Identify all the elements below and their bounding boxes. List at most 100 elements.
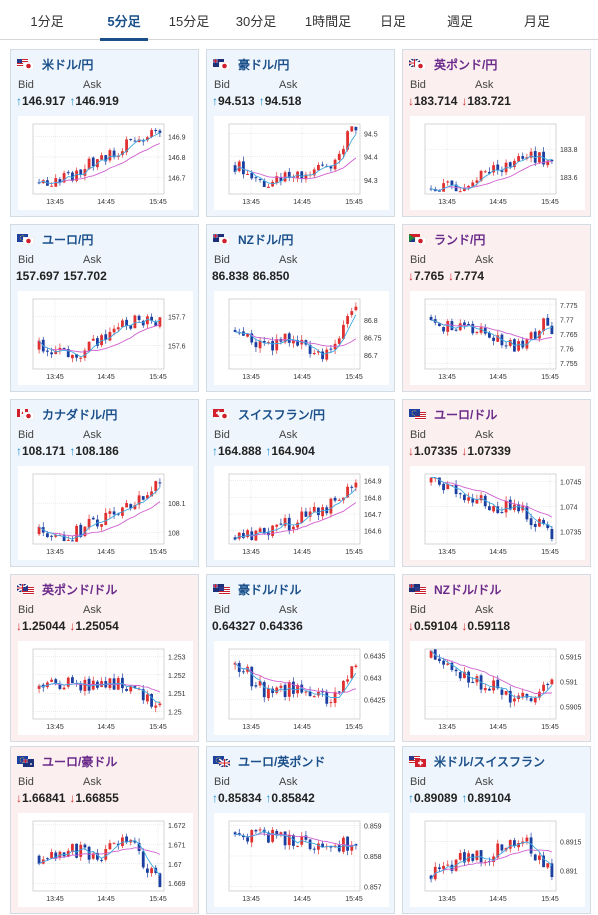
tab-2[interactable]: 5分足 bbox=[94, 0, 154, 41]
rate-card[interactable]: 豪ドル/ドル Bid Ask 0.64327 0.64336 0.6435 0.643 0.6… bbox=[206, 574, 395, 742]
mini-chart[interactable]: 0.859 0.858 0.857 13:45 14:45 15:45 bbox=[214, 813, 389, 907]
candle-body bbox=[146, 495, 149, 499]
candle-body bbox=[317, 351, 320, 353]
rate-card[interactable]: ランド/円 Bid Ask ↓7.765 ↓7.774 7.775 7.77 7.765 7.7… bbox=[402, 224, 591, 392]
candle-body bbox=[242, 671, 245, 673]
candle-body bbox=[158, 703, 162, 706]
pair-name-link[interactable]: 英ポンド/ドル bbox=[42, 582, 118, 597]
candle-body bbox=[112, 511, 116, 515]
rate-card[interactable]: スイスフラン/円 Bid Ask ↑164.888 ↑164.904 164.9 164.8… bbox=[206, 399, 395, 567]
rate-card[interactable]: NZドル/円 Bid Ask 86.838 86.850 86.8 86.75 86.7 13:… bbox=[206, 224, 395, 392]
pair-name-link[interactable]: 豪ドル/円 bbox=[238, 57, 290, 72]
candle-body bbox=[267, 688, 270, 699]
candle-body bbox=[37, 526, 41, 535]
pair-name-link[interactable]: ユーロ/円 bbox=[42, 232, 94, 247]
bid-label: Bid bbox=[18, 776, 34, 788]
candle-body bbox=[450, 484, 454, 486]
tab-1[interactable]: 1分足 bbox=[30, 14, 64, 29]
ask-value: 1.07339 bbox=[467, 444, 511, 458]
x-tick-label: 14:45 bbox=[489, 549, 507, 556]
candle-body bbox=[546, 317, 550, 326]
pair-name-link[interactable]: ユーロ/ドル bbox=[434, 407, 498, 422]
mini-chart[interactable]: 164.9 164.8 164.7 164.6 13:45 14:45 15:45 bbox=[214, 466, 389, 560]
quote-values: ↓1.07335 ↓1.07339 bbox=[408, 444, 511, 458]
candle-body bbox=[500, 170, 504, 172]
mini-chart[interactable]: 1.672 1.671 1.67 1.669 13:45 14:45 15:45 bbox=[18, 813, 193, 907]
pair-name-link[interactable]: カナダドル/円 bbox=[42, 407, 118, 422]
rate-card[interactable]: 米ドル/円 Bid Ask ↑146.917 ↑146.919 146.9 146.8 146… bbox=[10, 49, 199, 217]
pair-name-link[interactable]: スイスフラン/円 bbox=[238, 407, 325, 422]
candle-body bbox=[279, 685, 283, 688]
rate-card[interactable]: 豪ドル/円 Bid Ask ↑94.513 ↑94.518 94.5 94.4 94.3 13:… bbox=[206, 49, 395, 217]
ask-value: 146.919 bbox=[75, 94, 119, 108]
pair-name-link[interactable]: ランド/円 bbox=[434, 232, 486, 247]
candle-body bbox=[254, 342, 258, 348]
y-tick-label: 1.074 bbox=[560, 505, 578, 512]
pair-name-link[interactable]: ユーロ/豪ドル bbox=[42, 754, 118, 769]
mini-chart[interactable]: 0.8915 0.891 13:45 14:45 15:45 bbox=[410, 813, 585, 907]
candle-body bbox=[329, 348, 333, 350]
ask-value: 0.85842 bbox=[271, 791, 315, 805]
pair-name-link[interactable]: NZドル/円 bbox=[238, 232, 294, 247]
tab-5[interactable]: 1時間足 bbox=[304, 14, 352, 29]
candle-body bbox=[529, 518, 533, 526]
candle-body bbox=[154, 321, 158, 327]
candle-body bbox=[146, 316, 149, 325]
candle-body bbox=[242, 161, 245, 175]
mini-chart[interactable]: 1.253 1.252 1.251 1.25 13:45 14:45 15:45 bbox=[18, 641, 193, 735]
candle-body bbox=[58, 684, 62, 689]
mini-chart[interactable]: 157.7 157.6 13:45 14:45 15:45 bbox=[18, 291, 193, 385]
candle-body bbox=[275, 176, 279, 183]
mini-chart[interactable]: 183.8 183.6 13:45 14:45 15:45 bbox=[410, 116, 585, 210]
tab-8[interactable]: 月足 bbox=[523, 14, 550, 29]
pair-name-link[interactable]: 米ドル/スイスフラン bbox=[434, 754, 545, 769]
rate-card[interactable]: ユーロ/円 Bid Ask 157.697 157.702 157.7 157.6 13:45… bbox=[10, 224, 199, 392]
rate-card[interactable]: 米ドル/スイスフラン Bid Ask ↑0.89089 ↑0.89104 0.8915 0.… bbox=[402, 746, 591, 914]
candle-body bbox=[538, 855, 541, 860]
candlestick-chart: 146.9 146.8 146.7 13:45 14:45 15:45 bbox=[32, 123, 186, 206]
candle-body bbox=[550, 679, 554, 685]
rate-card[interactable]: ユーロ/豪ドル Bid Ask ↓1.66841 ↓1.66855 1.672 1.671 1… bbox=[10, 746, 199, 914]
pair-name-link[interactable]: 豪ドル/ドル bbox=[238, 582, 302, 597]
candle-body bbox=[37, 855, 41, 864]
pair-name-link[interactable]: ユーロ/英ポンド bbox=[238, 754, 326, 769]
mini-chart[interactable]: 94.5 94.4 94.3 13:45 14:45 15:45 bbox=[214, 116, 389, 210]
mini-chart[interactable]: 0.6435 0.643 0.6425 13:45 14:45 15:45 bbox=[214, 641, 389, 735]
tab-7[interactable]: 週足 bbox=[446, 14, 473, 29]
mini-chart[interactable]: 1.0745 1.074 1.0735 13:45 14:45 15:45 bbox=[410, 466, 585, 560]
rate-card[interactable]: カナダドル/円 Bid Ask ↑108.171 ↑108.186 108.1 108 13:… bbox=[10, 399, 199, 567]
mini-chart[interactable]: 86.8 86.75 86.7 13:45 14:45 15:45 bbox=[214, 291, 389, 385]
pair-name-link[interactable]: 英ポンド/円 bbox=[434, 57, 498, 72]
moving-average-long bbox=[38, 501, 161, 537]
mini-chart[interactable]: 146.9 146.8 146.7 13:45 14:45 15:45 bbox=[18, 116, 193, 210]
tab-6[interactable]: 日足 bbox=[379, 14, 406, 29]
mini-chart[interactable]: 7.775 7.77 7.765 7.76 7.755 13:45 14:45 15:45 bbox=[410, 291, 585, 385]
mini-chart[interactable]: 0.5915 0.591 0.5905 13:45 14:45 15:45 bbox=[410, 641, 585, 735]
pair-name-link[interactable]: NZドル/ドル bbox=[434, 582, 502, 597]
candle-body bbox=[121, 677, 124, 689]
candle-body bbox=[87, 341, 91, 351]
moving-average-long bbox=[234, 502, 357, 541]
arrow-up-icon: ↑ bbox=[265, 444, 272, 458]
candle-body bbox=[346, 316, 349, 324]
pair-name-link[interactable]: 米ドル/円 bbox=[42, 57, 94, 72]
tab-4[interactable]: 30分足 bbox=[235, 14, 277, 29]
candle-body bbox=[108, 678, 112, 688]
rate-card[interactable]: NZドル/ドル Bid Ask ↓0.59104 ↓0.59118 0.5915 0.591… bbox=[402, 574, 591, 742]
rate-card[interactable]: ユーロ/英ポンド Bid Ask ↑0.85834 ↑0.85842 0.859 0.858… bbox=[206, 746, 395, 914]
candle-body bbox=[46, 858, 49, 860]
candlestick-chart: 7.775 7.77 7.765 7.76 7.755 13:45 14:45 15:45 bbox=[424, 298, 578, 381]
tab-3[interactable]: 15分足 bbox=[168, 14, 210, 29]
candle-body bbox=[250, 666, 254, 687]
candle-body bbox=[137, 688, 141, 690]
candle-body bbox=[46, 350, 49, 352]
arrow-up-icon: ↑ bbox=[212, 791, 218, 805]
card-title: カナダドル/円 bbox=[17, 406, 117, 422]
bid-value: 86.838 bbox=[212, 269, 249, 283]
rate-card[interactable]: 英ポンド/円 Bid Ask ↓183.714 ↓183.721 183.8 183.6 13… bbox=[402, 49, 591, 217]
rate-card[interactable]: 英ポンド/ドル Bid Ask ↓1.25044 ↓1.25054 1.253 1.252 1… bbox=[10, 574, 199, 742]
mini-chart[interactable]: 108.1 108 13:45 14:45 15:45 bbox=[18, 466, 193, 560]
y-tick-label: 0.643 bbox=[364, 675, 382, 682]
rate-card[interactable]: ユーロ/ドル Bid Ask ↓1.07335 ↓1.07339 1.0745 1.074 1… bbox=[402, 399, 591, 567]
y-tick-label: 0.8915 bbox=[560, 839, 582, 846]
